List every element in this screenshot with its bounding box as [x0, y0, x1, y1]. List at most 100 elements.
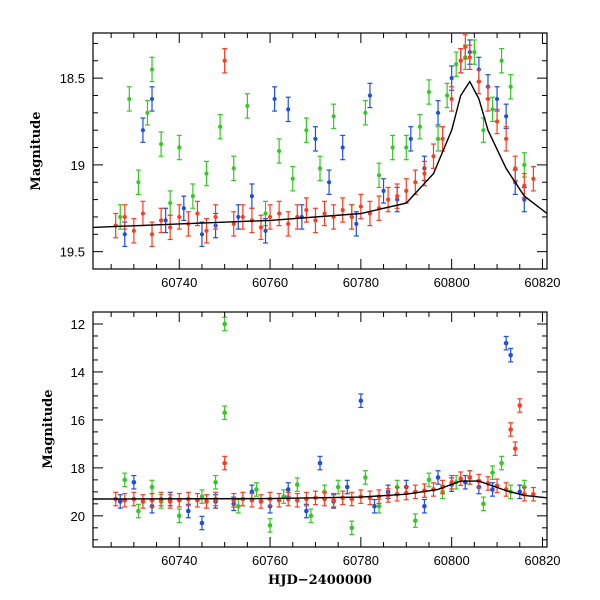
- data-point: [331, 204, 337, 230]
- data-point: [249, 183, 255, 209]
- data-point: [285, 491, 291, 507]
- data-point: [267, 518, 273, 533]
- data-point: [403, 178, 409, 204]
- data-point: [194, 492, 200, 508]
- data-point: [181, 195, 187, 222]
- data-point: [344, 479, 350, 495]
- data-point: [408, 126, 414, 152]
- data-point: [317, 155, 323, 182]
- data-point: [322, 200, 328, 227]
- data-point: [135, 503, 141, 519]
- data-point: [222, 455, 228, 471]
- x-tick-label: 60820: [524, 553, 560, 568]
- data-point: [176, 492, 182, 508]
- y-tick-label: 16: [71, 413, 85, 428]
- data-point: [135, 169, 141, 195]
- bottom-light-curve-panel: Magnitude HJD−2400000 60740 60760 60780 608…: [41, 311, 561, 588]
- top-y-axis-label: Magnitude: [29, 111, 44, 190]
- data-point: [199, 489, 205, 504]
- data-point: [340, 197, 346, 223]
- data-point: [331, 103, 337, 130]
- data-point: [490, 465, 496, 480]
- data-point: [426, 79, 432, 105]
- model-curve-line: [93, 480, 547, 500]
- data-point: [499, 455, 505, 471]
- y-tick-label: 18.5: [60, 71, 85, 86]
- data-point: [503, 126, 509, 152]
- top-data-points: [113, 34, 536, 248]
- x-tick-label: 60820: [524, 275, 560, 290]
- data-point: [176, 134, 182, 161]
- data-point: [204, 494, 209, 509]
- data-point: [435, 126, 441, 152]
- data-point: [317, 455, 323, 471]
- data-point: [421, 498, 427, 514]
- data-point: [299, 204, 305, 230]
- data-point: [381, 178, 387, 204]
- data-point: [244, 93, 250, 119]
- data-point: [190, 183, 196, 209]
- top-plot-frame: [92, 32, 548, 270]
- data-point: [117, 204, 123, 230]
- x-tick-label: 60760: [252, 553, 288, 568]
- data-point: [349, 520, 355, 536]
- data-point: [131, 474, 137, 490]
- y-tick-label: 14: [71, 365, 85, 380]
- model-curve-line: [93, 80, 547, 229]
- data-point: [517, 398, 523, 413]
- data-point: [503, 103, 509, 130]
- data-point: [499, 48, 505, 74]
- data-point: [512, 441, 518, 456]
- data-point: [126, 86, 132, 112]
- data-point: [494, 108, 500, 135]
- data-point: [217, 113, 223, 140]
- data-point: [508, 74, 514, 100]
- data-point: [199, 221, 205, 248]
- data-point: [376, 195, 382, 222]
- data-point: [149, 479, 155, 495]
- data-point: [371, 498, 377, 514]
- bottom-y-axis-label: Magnitude: [41, 389, 56, 468]
- data-point: [158, 207, 164, 234]
- data-point: [290, 166, 296, 192]
- data-point: [149, 56, 155, 83]
- data-point: [167, 494, 173, 509]
- data-point: [312, 126, 318, 152]
- data-point: [204, 160, 209, 187]
- data-point: [358, 193, 364, 220]
- x-tick-label: 60740: [161, 275, 197, 290]
- data-point: [167, 190, 173, 216]
- data-point: [412, 169, 418, 195]
- data-point: [213, 474, 219, 490]
- data-point: [462, 34, 468, 60]
- data-point: [417, 113, 423, 140]
- data-point: [353, 211, 359, 237]
- data-point: [512, 155, 518, 182]
- x-tick-label: 60800: [434, 275, 470, 290]
- data-point: [140, 494, 146, 509]
- data-point: [303, 197, 309, 223]
- data-point: [530, 486, 536, 502]
- data-point: [194, 200, 200, 227]
- y-tick-label: 12: [71, 317, 85, 332]
- data-point: [517, 484, 523, 500]
- data-point: [490, 482, 496, 497]
- data-point: [530, 166, 536, 192]
- x-tick-label: 60760: [252, 275, 288, 290]
- data-point: [431, 143, 436, 169]
- data-point: [276, 138, 282, 164]
- data-point: [249, 492, 255, 508]
- data-point: [390, 134, 396, 161]
- y-tick-label: 19.5: [60, 245, 85, 260]
- data-point: [503, 335, 509, 351]
- data-point: [240, 204, 246, 230]
- x-tick-label: 60780: [343, 275, 379, 290]
- data-point: [222, 316, 228, 332]
- data-point: [267, 204, 273, 230]
- data-point: [235, 498, 241, 514]
- data-point: [362, 470, 368, 485]
- data-point: [263, 218, 269, 244]
- data-point: [335, 479, 341, 495]
- y-tick-label: 20: [71, 509, 85, 524]
- data-point: [312, 207, 318, 234]
